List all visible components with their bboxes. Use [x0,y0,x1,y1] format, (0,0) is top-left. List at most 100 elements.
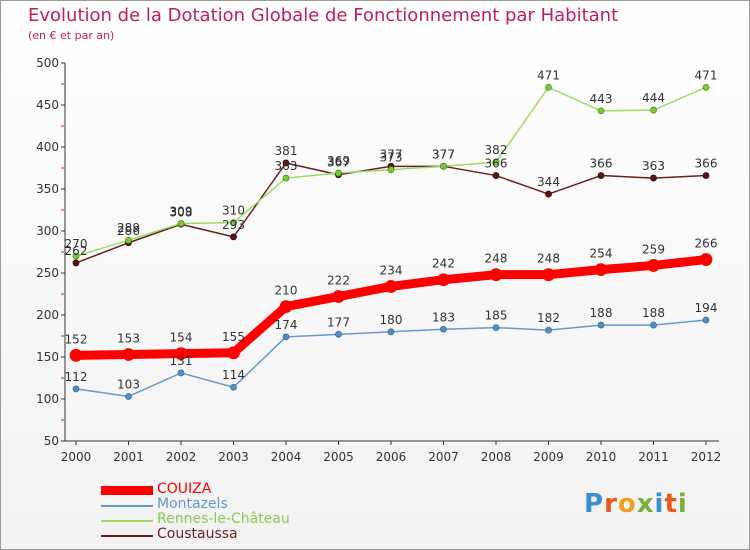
data-point-2 [72,252,80,260]
data-point-1 [282,333,290,341]
data-label-0: 153 [117,331,140,345]
data-point-2 [282,174,290,182]
data-label-2: 369 [327,154,350,168]
data-point-2 [545,83,552,91]
data-point-0 [699,253,713,266]
data-label-0: 154 [170,331,193,345]
data-label-2: 309 [170,204,193,218]
data-point-3 [230,233,237,241]
data-label-0: 234 [380,263,403,277]
data-point-2 [230,219,237,227]
x-tick-label: 2000 [61,450,92,464]
data-point-1 [440,325,447,333]
data-point-3 [650,174,657,182]
data-label-2: 363 [275,159,298,173]
data-point-1 [702,316,710,324]
data-label-1: 177 [327,315,350,329]
data-point-0 [174,347,188,361]
data-label-3: 377 [432,147,455,161]
x-tick-label: 2002 [166,450,197,464]
data-label-1: 174 [275,318,298,332]
data-point-3 [545,190,552,198]
legend-label-montazels: Montazels [157,496,228,512]
data-label-3: 367 [327,156,350,170]
legend-label-coustaussa: Coustaussa [157,526,238,542]
data-label-0: 254 [590,247,613,261]
data-label-3: 363 [642,159,665,173]
data-point-3 [282,159,290,167]
data-label-3: 308 [170,205,193,219]
x-tick-label: 2010 [586,450,617,464]
x-tick-label: 2003 [218,450,249,464]
data-point-1 [72,385,80,393]
data-point-1 [545,326,552,334]
legend-swatch-couiza [101,486,153,495]
data-point-0 [69,348,83,362]
data-label-2: 443 [590,92,613,106]
data-point-2 [492,158,500,166]
data-point-3 [492,172,500,179]
data-point-2 [597,107,605,115]
data-label-2: 377 [432,147,455,161]
x-tick-label: 2011 [638,450,669,464]
y-tick-label: 100 [36,392,59,406]
data-point-0 [122,348,135,361]
data-label-0: 248 [485,252,508,266]
data-label-1: 194 [695,301,718,315]
x-tick-label: 2007 [428,450,459,464]
data-point-0 [489,268,503,282]
data-point-1 [177,369,185,377]
data-point-2 [335,169,342,177]
data-point-0 [542,268,555,282]
data-point-1 [125,393,132,400]
y-tick-label: 250 [36,266,59,280]
data-point-0 [279,300,293,314]
data-label-3: 366 [695,157,718,171]
data-label-3: 366 [590,157,613,171]
data-label-1: 185 [485,309,508,323]
data-label-1: 188 [642,306,665,320]
data-point-2 [387,166,395,174]
data-label-2: 310 [222,204,245,218]
data-point-0 [227,346,240,360]
data-point-1 [650,321,657,329]
y-tick-label: 400 [36,140,59,154]
data-label-0: 266 [695,237,718,251]
x-tick-label: 2012 [691,450,722,464]
data-label-1: 131 [170,354,193,368]
data-point-2 [125,236,132,244]
data-label-3: 286 [117,224,140,238]
data-label-0: 259 [642,242,665,256]
data-point-0 [647,259,660,272]
y-tick-label: 200 [36,308,59,322]
data-label-2: 289 [117,221,140,235]
x-tick-label: 2005 [323,450,354,464]
y-tick-label: 50 [44,434,59,448]
y-tick-label: 300 [36,224,59,238]
legend-label-couiza: COUIZA [157,481,212,497]
data-label-3: 366 [485,157,508,171]
data-point-1 [230,383,237,391]
proxiti-logo: Proxiti [584,489,688,519]
data-label-2: 444 [642,91,665,105]
legend-swatch-montazels [101,505,153,507]
data-point-0 [594,263,608,277]
data-point-1 [492,324,500,332]
data-label-2: 382 [485,143,508,157]
data-point-3 [597,172,605,179]
data-point-1 [387,328,395,336]
chart-subtitle: (en € et par an) [28,29,115,42]
data-label-3: 293 [222,218,245,232]
data-point-1 [597,321,605,329]
data-label-1: 112 [65,370,88,384]
data-point-2 [650,106,657,114]
legend-swatch-rennes-le-chateau [101,520,153,522]
data-point-2 [177,220,185,227]
data-point-2 [440,162,447,170]
data-point-1 [335,330,342,338]
y-tick-label: 450 [36,98,59,112]
x-tick-label: 2004 [271,450,302,464]
data-label-1: 103 [117,377,140,391]
